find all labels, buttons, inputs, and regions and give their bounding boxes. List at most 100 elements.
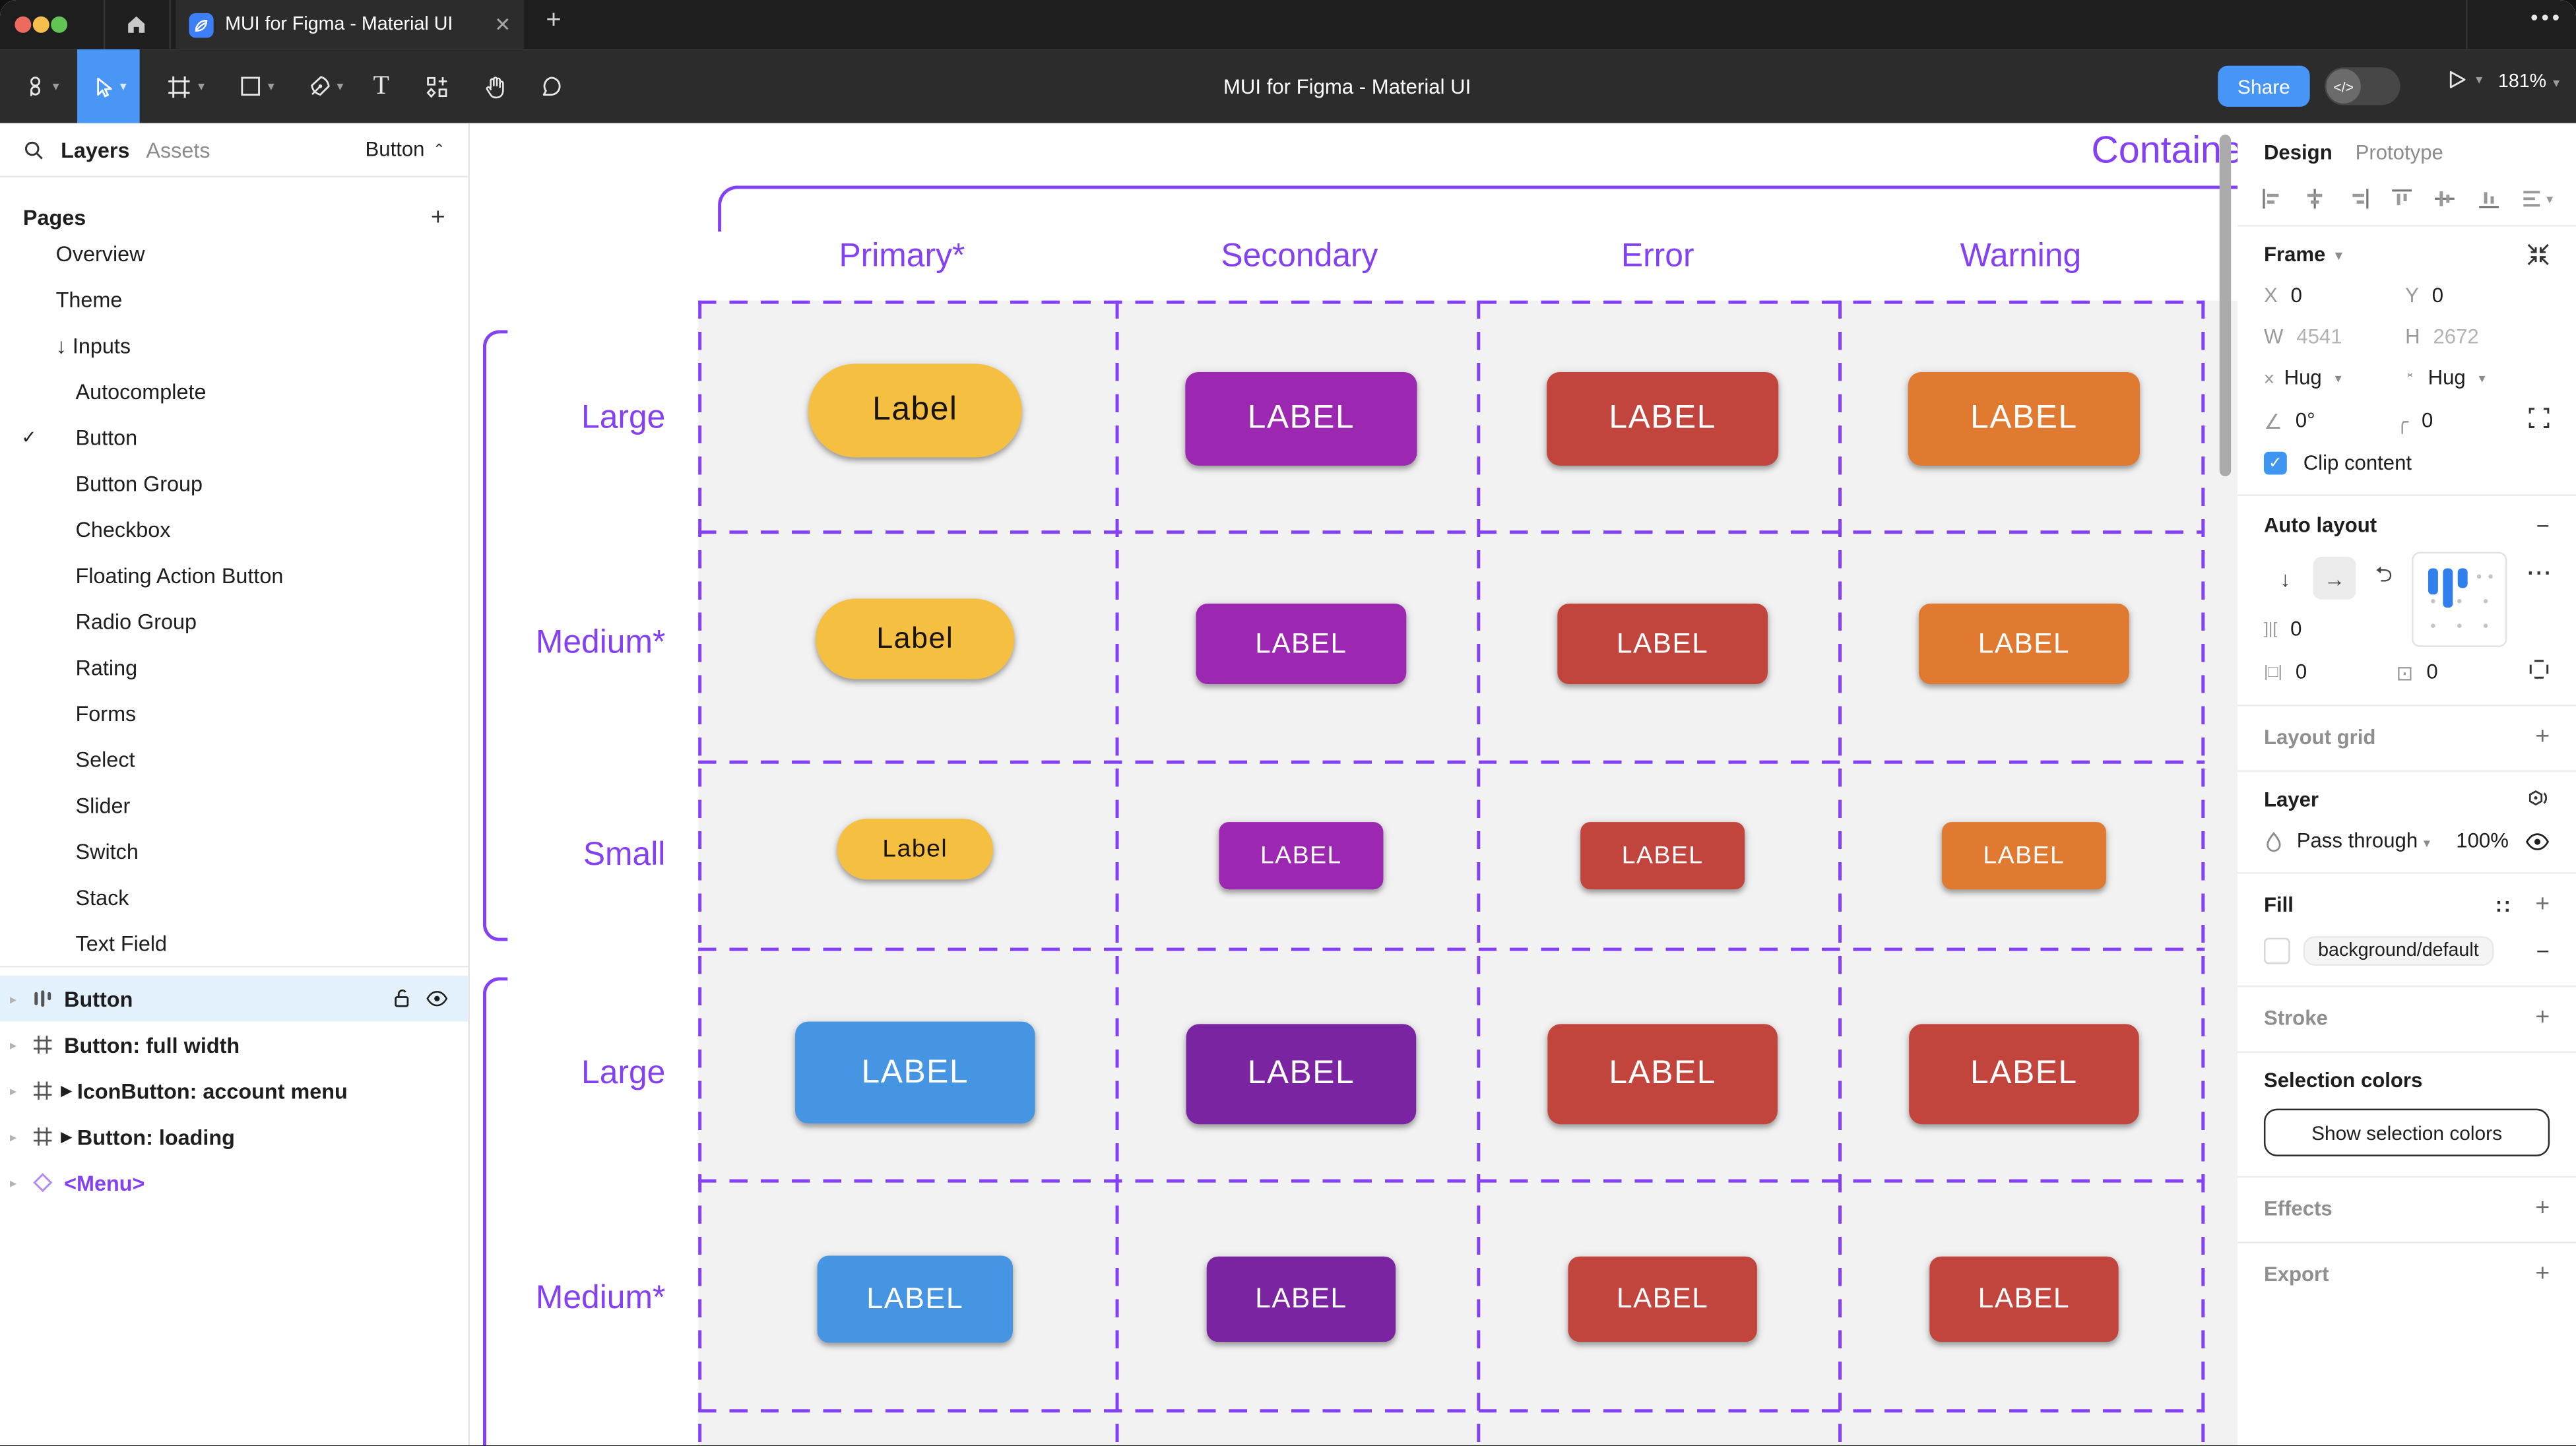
- tab-close-icon[interactable]: ✕: [494, 13, 511, 36]
- canvas-button-medium-primary[interactable]: LABEL: [817, 1255, 1013, 1343]
- auto-layout-horizontal-button[interactable]: →: [2313, 557, 2356, 600]
- add-export-button[interactable]: +: [2535, 1259, 2550, 1288]
- auto-layout-wrap-button[interactable]: ⮌: [2375, 561, 2393, 586]
- canvas-button-medium-warning[interactable]: LABEL: [1929, 1256, 2119, 1342]
- tab-assets[interactable]: Assets: [146, 137, 210, 162]
- canvas-button-large-primary[interactable]: LABEL: [795, 1021, 1035, 1124]
- horizontal-resizing-select[interactable]: ›‹ Hug ▾: [2263, 366, 2342, 390]
- tab-design[interactable]: Design: [2263, 141, 2333, 164]
- page-item-rating[interactable]: Rating: [0, 644, 468, 690]
- canvas-button-medium-warning[interactable]: LABEL: [1919, 604, 2129, 685]
- present-chevron-icon[interactable]: ▾: [2476, 72, 2483, 87]
- corner-radius-field[interactable]: ╭ 0: [2396, 408, 2433, 433]
- text-tool-button[interactable]: T: [360, 49, 402, 123]
- canvas-button-large-secondary[interactable]: LABEL: [1186, 1024, 1417, 1125]
- align-vertical-center-icon[interactable]: [2433, 187, 2457, 210]
- share-button[interactable]: Share: [2218, 65, 2310, 107]
- layer-row-iconbutton-account-menu[interactable]: ▸ ▶ IconButton: account menu: [0, 1067, 468, 1114]
- home-button[interactable]: [117, 7, 156, 43]
- present-play-button[interactable]: [2446, 69, 2467, 90]
- page-item-floating-action-button[interactable]: Floating Action Button: [0, 552, 468, 598]
- vertical-padding-field[interactable]: ⊡ 0: [2396, 660, 2438, 685]
- dev-mode-toggle[interactable]: </>: [2325, 67, 2400, 106]
- horizontal-padding-field[interactable]: |□| 0: [2263, 660, 2307, 683]
- add-fill-button[interactable]: +: [2535, 890, 2550, 918]
- unlock-icon[interactable]: [393, 989, 410, 1009]
- add-page-button[interactable]: +: [430, 203, 445, 231]
- frame-title[interactable]: Contained: [2091, 128, 2238, 171]
- collapse-icon[interactable]: [2527, 243, 2550, 266]
- canvas-button-medium-primary[interactable]: Label: [816, 598, 1015, 679]
- layer-row-button-loading[interactable]: ▸ ▶ Button: loading: [0, 1114, 468, 1160]
- canvas-button-medium-secondary[interactable]: LABEL: [1206, 1256, 1396, 1342]
- zoom-window-button[interactable]: [51, 16, 68, 33]
- main-menu-button[interactable]: ▾: [13, 49, 69, 123]
- remove-auto-layout-button[interactable]: −: [2536, 512, 2550, 539]
- canvas-button-large-secondary[interactable]: LABEL: [1185, 371, 1417, 466]
- canvas-button-small-warning[interactable]: LABEL: [1941, 822, 2106, 890]
- page-item-forms[interactable]: Forms: [0, 690, 468, 736]
- hand-tool-button[interactable]: [470, 49, 519, 123]
- expand-caret-icon[interactable]: ▸: [9, 991, 16, 1007]
- auto-layout-alignment-box[interactable]: [2412, 551, 2507, 647]
- page-item-theme[interactable]: Theme: [0, 276, 468, 322]
- individual-padding-button[interactable]: [2528, 658, 2550, 685]
- minimize-window-button[interactable]: [32, 16, 49, 33]
- canvas-button-large-error[interactable]: LABEL: [1547, 1024, 1778, 1125]
- canvas-button-medium-error[interactable]: LABEL: [1568, 1256, 1757, 1342]
- page-item-checkbox[interactable]: Checkbox: [0, 506, 468, 552]
- tab-layers[interactable]: Layers: [61, 137, 130, 162]
- tab-mui-for-figma[interactable]: MUI for Figma - Material UI ✕: [176, 0, 525, 49]
- page-item-stack[interactable]: Stack: [0, 874, 468, 920]
- page-selector[interactable]: Button ⌃: [365, 138, 445, 162]
- expand-caret-icon[interactable]: ▸: [9, 1175, 16, 1190]
- auto-layout-more-button[interactable]: ···: [2527, 561, 2554, 585]
- page-item-slider[interactable]: Slider: [0, 782, 468, 828]
- canvas-button-large-warning[interactable]: LABEL: [1908, 371, 2140, 466]
- expand-caret-icon[interactable]: ▸: [9, 1083, 16, 1098]
- frame-preset-chevron-icon[interactable]: ▾: [2335, 247, 2342, 263]
- show-selection-colors-button[interactable]: Show selection colors: [2263, 1108, 2550, 1156]
- layer-opacity-field[interactable]: 100%: [2456, 829, 2509, 853]
- frame-tool-button[interactable]: ▾: [153, 49, 219, 123]
- search-icon[interactable]: [23, 139, 44, 160]
- width-field[interactable]: W 4541: [2263, 325, 2342, 348]
- page-item-radio-group[interactable]: Radio Group: [0, 598, 468, 644]
- align-horizontal-center-icon[interactable]: [2304, 187, 2327, 210]
- distribute-menu[interactable]: ▾: [2520, 187, 2553, 210]
- canvas-vertical-scrollbar[interactable]: [2219, 135, 2232, 477]
- pen-tool-button[interactable]: ▾: [292, 49, 358, 123]
- canvas-button-medium-secondary[interactable]: LABEL: [1196, 604, 1407, 685]
- eye-icon[interactable]: [426, 990, 449, 1007]
- expand-caret-icon[interactable]: ▸: [9, 1129, 16, 1145]
- canvas-button-large-error[interactable]: LABEL: [1547, 371, 1779, 466]
- layer-row-button-full-width[interactable]: ▸ Button: full width: [0, 1022, 468, 1068]
- clip-content-row[interactable]: ✓ Clip content: [2263, 451, 2550, 475]
- canvas-button-small-error[interactable]: LABEL: [1580, 822, 1745, 890]
- canvas-button-small-secondary[interactable]: LABEL: [1219, 822, 1384, 890]
- independent-corners-button[interactable]: [2528, 407, 2550, 433]
- rotation-field[interactable]: ∠ 0°: [2263, 408, 2315, 433]
- shape-tool-button[interactable]: ▾: [224, 49, 290, 123]
- canvas[interactable]: Contained Primary* Secondary Error Warning L…: [470, 123, 2238, 1446]
- add-effect-button[interactable]: +: [2535, 1194, 2550, 1222]
- canvas-button-large-warning[interactable]: LABEL: [1909, 1024, 2139, 1125]
- canvas-button-medium-error[interactable]: LABEL: [1557, 604, 1768, 685]
- page-item-switch[interactable]: Switch: [0, 828, 468, 874]
- actions-tool-button[interactable]: [412, 49, 462, 123]
- align-top-icon[interactable]: [2391, 187, 2414, 210]
- frame-header[interactable]: Frame: [2263, 243, 2326, 267]
- clip-content-checkbox[interactable]: ✓: [2263, 451, 2287, 475]
- blend-variable-icon[interactable]: [2527, 788, 2550, 811]
- page-item-button[interactable]: ✓ Button: [0, 414, 468, 460]
- page-item-button-group[interactable]: Button Group: [0, 460, 468, 506]
- page-item-inputs[interactable]: ↓ Inputs: [0, 322, 468, 368]
- add-layout-grid-button[interactable]: +: [2535, 722, 2550, 751]
- visibility-eye-icon[interactable]: [2525, 832, 2550, 850]
- close-window-button[interactable]: [15, 16, 32, 33]
- zoom-menu[interactable]: 181% ▾: [2498, 73, 2560, 92]
- tab-overflow-button[interactable]: •••: [2530, 5, 2563, 30]
- blend-mode-select[interactable]: Pass through ▾: [2296, 829, 2430, 853]
- vertical-resizing-select[interactable]: ⌄ ⌃ Hug ▾: [2405, 366, 2486, 390]
